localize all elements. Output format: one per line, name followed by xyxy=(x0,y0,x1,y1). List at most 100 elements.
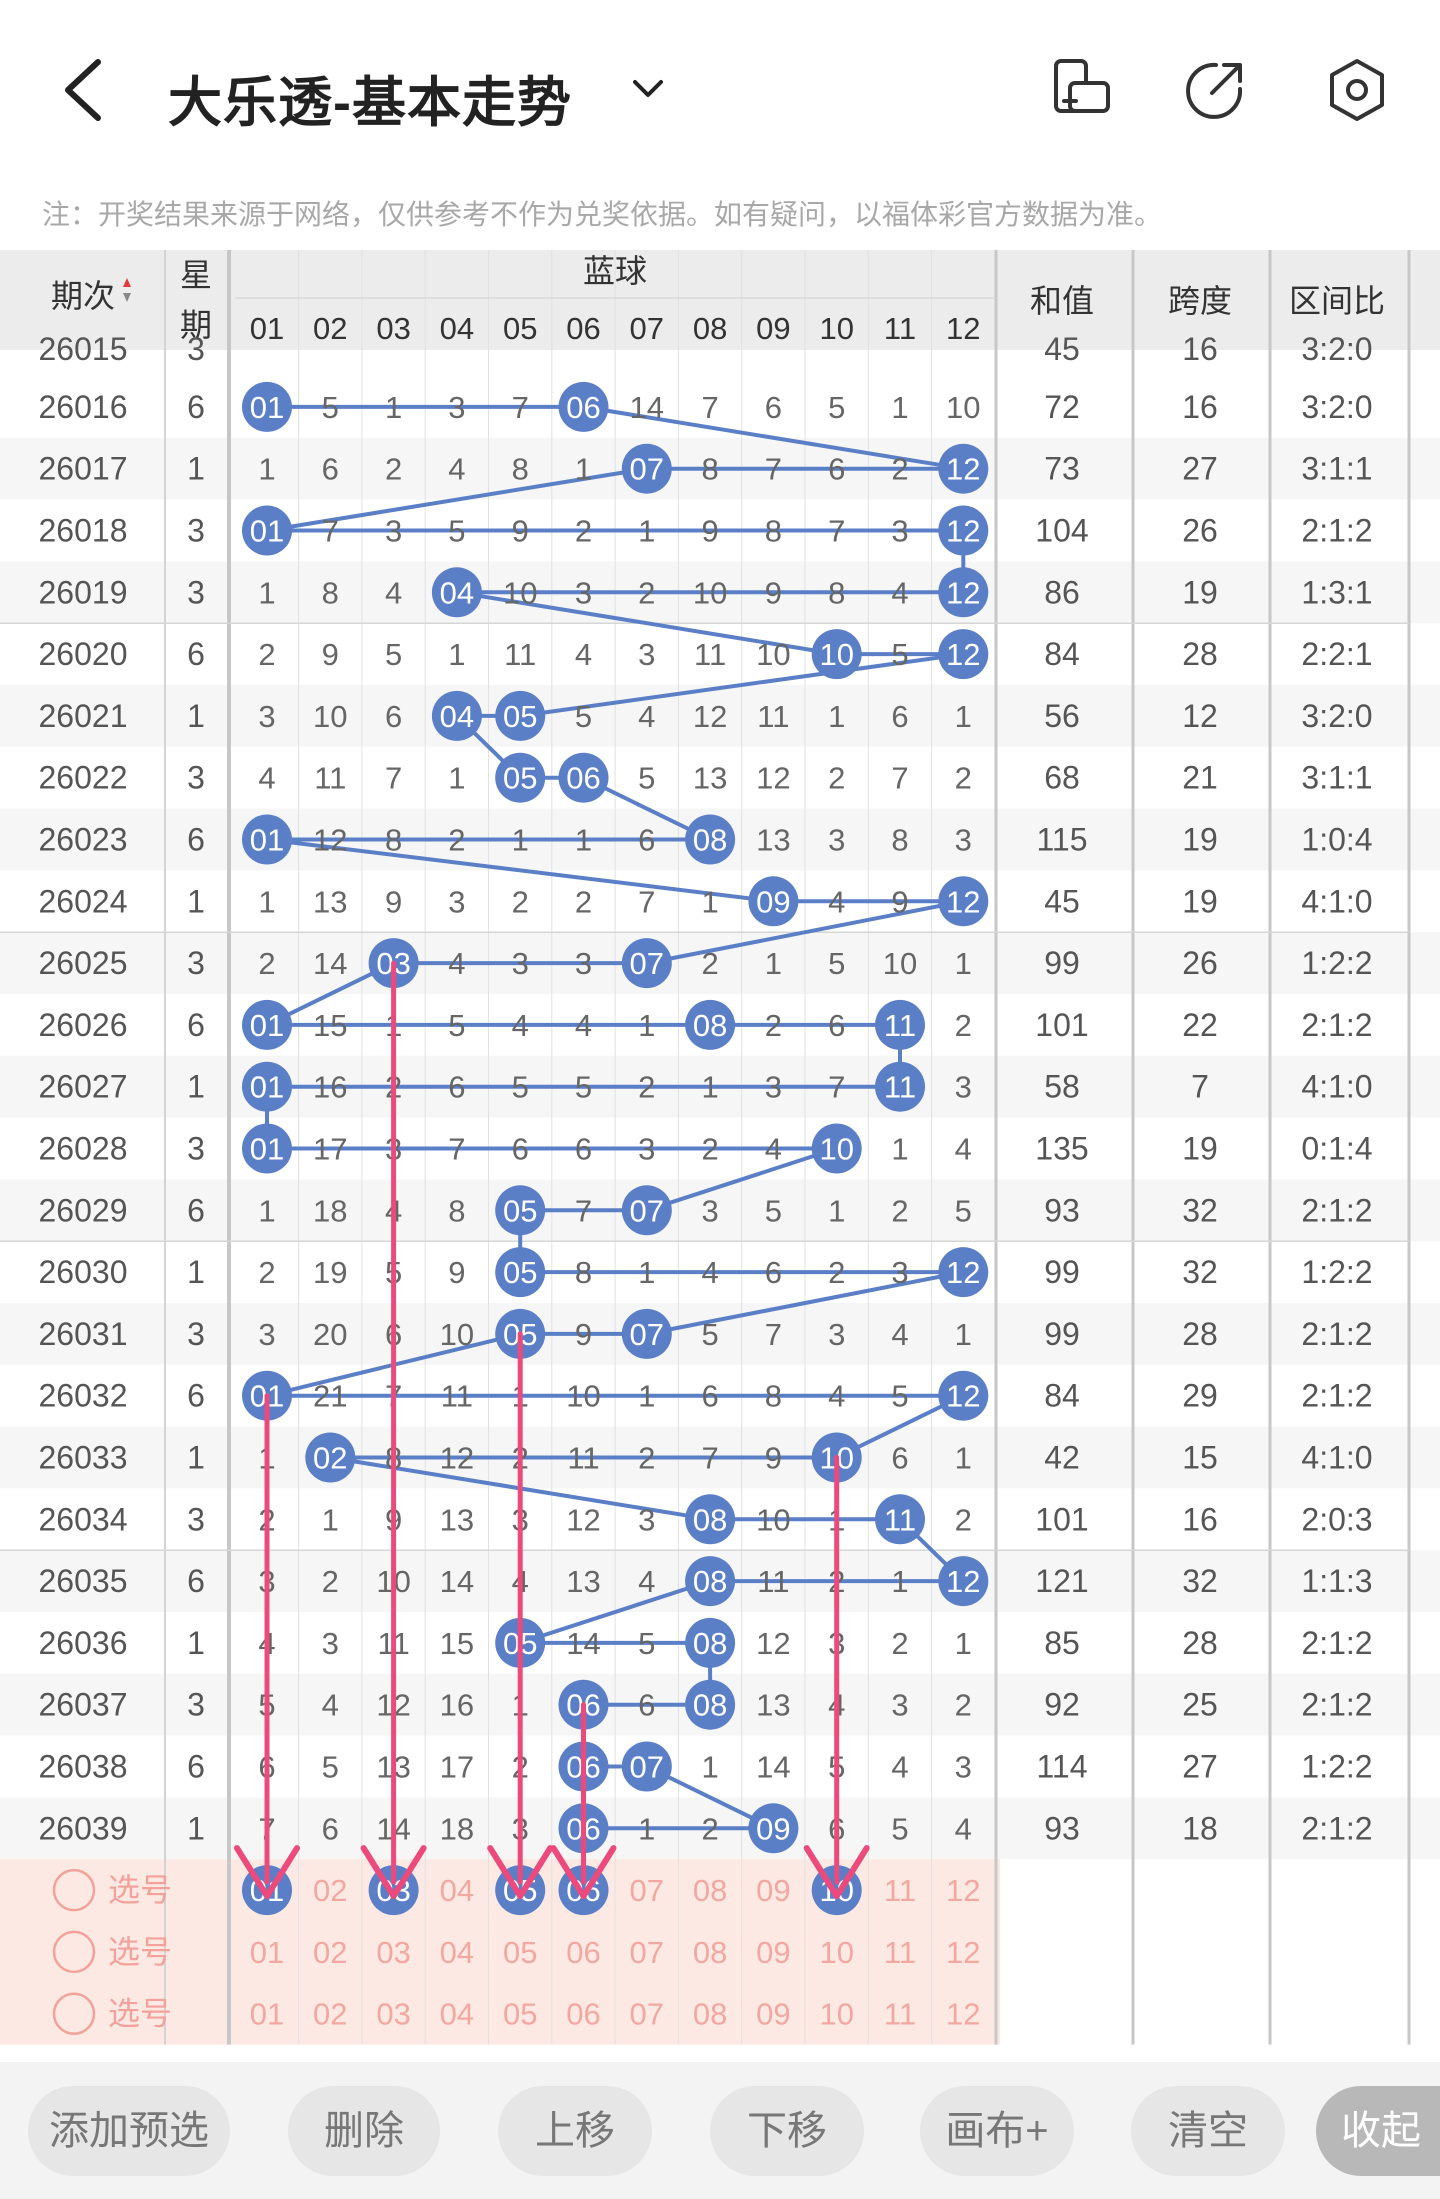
pick-radio-icon[interactable] xyxy=(52,1930,96,1974)
miss-count-cell: 7 xyxy=(638,884,655,919)
pick-number[interactable]: 02 xyxy=(313,1997,347,2032)
pick-number[interactable]: 04 xyxy=(440,1935,474,1970)
sum-cell: 86 xyxy=(1044,574,1080,610)
pick-number[interactable]: 11 xyxy=(884,1873,916,1908)
miss-count-cell: 4 xyxy=(701,1255,718,1290)
sum-cell: 115 xyxy=(1036,822,1087,858)
pick-number[interactable]: 09 xyxy=(756,1873,790,1908)
chevron-down-icon[interactable] xyxy=(625,66,671,112)
span-cell: 19 xyxy=(1182,574,1218,610)
miss-count-cell: 4 xyxy=(955,1132,972,1167)
delete-button[interactable]: 删除 xyxy=(288,2086,440,2176)
pick-number[interactable]: 07 xyxy=(630,1997,664,2032)
pick-number[interactable]: 03 xyxy=(376,1997,410,2032)
pick-radio-icon[interactable] xyxy=(52,1868,96,1912)
row-stripe xyxy=(0,932,1440,994)
pick-number[interactable]: 05 xyxy=(503,1935,537,1970)
share-icon[interactable] xyxy=(1180,55,1250,125)
pick-number[interactable]: 06 xyxy=(566,1935,600,1970)
span-cell: 16 xyxy=(1182,1501,1218,1537)
pick-number[interactable]: 03 xyxy=(376,1935,410,1970)
orientation-icon[interactable] xyxy=(1046,55,1116,125)
pick-number[interactable]: 09 xyxy=(756,1997,790,2032)
miss-count-cell: 1 xyxy=(575,452,592,487)
miss-count-cell: 2 xyxy=(322,1564,339,1599)
miss-count-cell: 2 xyxy=(385,452,402,487)
miss-count-cell: 9 xyxy=(765,575,782,610)
pick-number[interactable]: 05 xyxy=(503,1997,537,2032)
trend-chart[interactable]: 期次星期蓝球 01 02 03 04 05 06 07 08 09 10 11 12 和值 跨度 区间比 260… xyxy=(0,250,1440,2062)
span-cell: 21 xyxy=(1182,760,1218,796)
miss-count-cell: 4 xyxy=(575,637,592,672)
miss-count-cell: 9 xyxy=(891,884,908,919)
miss-count-cell: 3 xyxy=(258,699,275,734)
ball-number: 04 xyxy=(440,699,474,734)
pick-number[interactable]: 01 xyxy=(250,1935,284,1970)
miss-count-cell: 2 xyxy=(258,637,275,672)
canvas-plus-button[interactable]: 画布+ xyxy=(920,2086,1074,2176)
pick-number[interactable]: 10 xyxy=(819,1997,853,2032)
pick-number[interactable]: 08 xyxy=(693,1997,727,2032)
settings-icon[interactable] xyxy=(1322,55,1392,125)
pick-number[interactable]: 06 xyxy=(566,1997,600,2032)
miss-count-cell: 1 xyxy=(891,390,908,425)
ball-marker xyxy=(495,1247,546,1298)
partial-row-period: 26015 xyxy=(39,331,128,367)
sum-cell: 104 xyxy=(1035,513,1088,549)
ball-number: 12 xyxy=(946,637,980,672)
page-title[interactable]: 大乐透-基本走势 xyxy=(168,73,572,133)
ball-number: 08 xyxy=(693,1688,727,1723)
ratio-cell: 2:1:2 xyxy=(1301,1192,1372,1228)
pick-number[interactable]: 11 xyxy=(884,1997,916,2032)
ratio-cell: 1:1:3 xyxy=(1301,1563,1372,1599)
pick-number[interactable]: 07 xyxy=(630,1935,664,1970)
move-down-button[interactable]: 下移 xyxy=(710,2086,864,2176)
pick-number[interactable]: 12 xyxy=(946,1935,980,1970)
miss-count-cell: 1 xyxy=(891,1564,908,1599)
period-cell: 26031 xyxy=(39,1316,128,1352)
ball-number: 12 xyxy=(946,514,980,549)
pick-number[interactable]: 01 xyxy=(250,1997,284,2032)
pick-number[interactable]: 08 xyxy=(693,1935,727,1970)
pick-number[interactable]: 09 xyxy=(756,1935,790,1970)
pick-radio-icon[interactable] xyxy=(52,1992,96,2035)
pick-number[interactable]: 04 xyxy=(440,1997,474,2032)
miss-count-cell: 6 xyxy=(448,1070,465,1105)
miss-count-cell: 6 xyxy=(765,1255,782,1290)
week-cell: 6 xyxy=(187,822,205,858)
miss-count-cell: 7 xyxy=(701,1441,718,1476)
miss-count-cell: 10 xyxy=(946,390,980,425)
sum-cell: 58 xyxy=(1044,1069,1080,1105)
span-cell: 12 xyxy=(1182,698,1218,734)
pick-number[interactable]: 11 xyxy=(884,1935,916,1970)
pick-number[interactable]: 10 xyxy=(819,1935,853,1970)
miss-count-cell: 11 xyxy=(504,637,536,672)
move-up-button[interactable]: 上移 xyxy=(498,2086,652,2176)
miss-count-cell: 1 xyxy=(638,1255,655,1290)
miss-count-cell: 6 xyxy=(512,1132,529,1167)
add-preselect-button[interactable]: 添加预选 xyxy=(28,2086,230,2176)
pick-number[interactable]: 02 xyxy=(313,1935,347,1970)
trend-line-segment xyxy=(519,1579,711,1645)
ball-number: 09 xyxy=(756,884,790,919)
span-cell: 32 xyxy=(1182,1192,1218,1228)
miss-count-cell: 4 xyxy=(448,946,465,981)
pick-number[interactable]: 02 xyxy=(313,1873,347,1908)
pick-number[interactable]: 07 xyxy=(630,1873,664,1908)
miss-count-cell: 13 xyxy=(313,884,347,919)
pick-number[interactable]: 08 xyxy=(693,1873,727,1908)
miss-count-cell: 11 xyxy=(757,699,789,734)
pick-number[interactable]: 12 xyxy=(946,1997,980,2032)
number-column-header: 11 xyxy=(884,311,916,346)
number-column-header: 06 xyxy=(566,311,600,346)
sum-cell: 85 xyxy=(1044,1625,1080,1661)
collapse-button[interactable]: 收起 xyxy=(1316,2086,1440,2176)
miss-count-cell: 9 xyxy=(765,1441,782,1476)
clear-button[interactable]: 清空 xyxy=(1131,2086,1285,2176)
pick-number[interactable]: 12 xyxy=(946,1873,980,1908)
miss-count-cell: 5 xyxy=(701,1317,718,1352)
pick-number[interactable]: 04 xyxy=(440,1873,474,1908)
back-arrow-icon[interactable] xyxy=(52,50,122,130)
ratio-cell: 2:1:2 xyxy=(1301,513,1372,549)
